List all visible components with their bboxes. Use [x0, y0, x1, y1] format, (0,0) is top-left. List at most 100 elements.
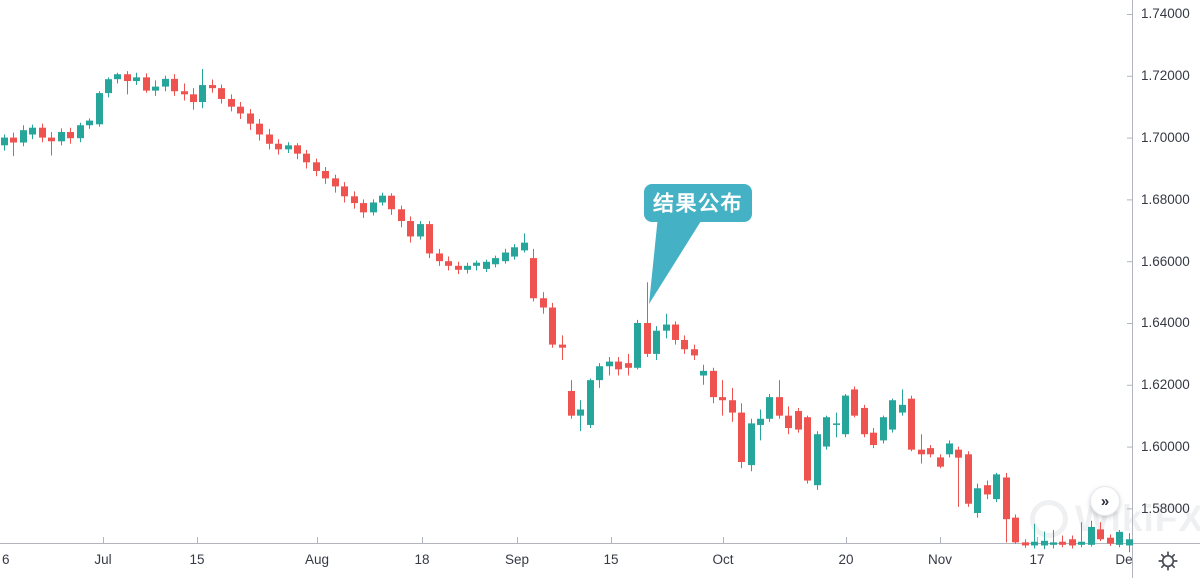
candle — [436, 248, 443, 266]
candle — [568, 380, 575, 419]
candle — [984, 480, 991, 500]
candle — [29, 124, 36, 140]
candle — [96, 91, 103, 127]
time-axis-label: 20 — [838, 552, 854, 567]
candle — [303, 149, 310, 169]
candle — [880, 415, 887, 444]
candle — [804, 415, 811, 484]
candle — [152, 80, 159, 96]
watermark: WikiFX — [1030, 498, 1200, 540]
candle — [927, 445, 934, 458]
candle — [388, 193, 395, 215]
candle — [644, 282, 651, 357]
candle — [483, 259, 490, 272]
candle — [993, 472, 1000, 503]
candle — [445, 256, 452, 271]
candle — [596, 363, 603, 388]
candle — [1003, 472, 1010, 543]
candle — [256, 119, 263, 141]
candle — [918, 434, 925, 464]
candle — [974, 483, 981, 518]
candle — [577, 400, 584, 432]
candle — [729, 387, 736, 422]
time-axis-label: 15 — [603, 552, 619, 567]
candle — [237, 102, 244, 120]
candle — [39, 123, 46, 143]
event-callout[interactable]: 结果公布 — [644, 184, 752, 304]
candle — [823, 415, 830, 450]
time-axis-label: 6 — [2, 552, 10, 567]
price-axis-label: 1.62000 — [1141, 377, 1190, 393]
candle — [133, 72, 140, 86]
price-axis-label: 1.66000 — [1141, 253, 1190, 269]
candle — [502, 248, 509, 264]
candle — [672, 321, 679, 345]
candle — [218, 84, 225, 104]
candle — [10, 132, 17, 157]
candle — [20, 125, 27, 147]
candle — [937, 454, 944, 469]
price-axis-label: 1.70000 — [1141, 130, 1190, 146]
candle — [199, 68, 206, 109]
candle — [842, 394, 849, 438]
time-axis-label: Oct — [712, 552, 734, 567]
candle — [398, 205, 405, 228]
candle — [748, 418, 755, 472]
candle — [228, 94, 235, 112]
candle — [965, 451, 972, 507]
candle — [559, 335, 566, 361]
candle — [606, 356, 613, 376]
candle — [700, 364, 707, 385]
candle — [473, 260, 480, 271]
candle — [549, 302, 556, 348]
candle — [587, 378, 594, 429]
candle — [615, 356, 622, 376]
candle — [171, 74, 178, 96]
candle — [285, 142, 292, 154]
candle — [719, 380, 726, 416]
candle — [77, 122, 84, 143]
candle — [899, 389, 906, 416]
candle — [360, 199, 367, 218]
candle — [785, 406, 792, 435]
candle — [634, 319, 641, 370]
candle — [521, 233, 528, 253]
candle — [332, 174, 339, 193]
candle — [370, 199, 377, 216]
candle — [351, 191, 358, 209]
candle — [663, 313, 670, 339]
candle — [511, 244, 518, 260]
candle — [691, 344, 698, 361]
candle — [143, 73, 150, 93]
price-axis-label: 1.58000 — [1141, 500, 1190, 516]
candle — [681, 335, 688, 354]
scroll-to-realtime-button[interactable]: » — [1090, 486, 1120, 516]
candle — [124, 71, 131, 95]
time-axis-label: 15 — [189, 552, 205, 567]
candle — [266, 128, 273, 150]
time-axis-label: Nov — [927, 552, 953, 567]
candle — [861, 404, 868, 438]
callout-bubble[interactable] — [644, 184, 752, 222]
price-axis-label: 1.72000 — [1141, 68, 1190, 84]
candle — [795, 407, 802, 433]
candle — [1107, 534, 1114, 547]
candle — [209, 79, 216, 93]
candle — [492, 255, 499, 268]
candle — [833, 412, 840, 438]
candle — [1, 134, 8, 151]
candle — [407, 216, 414, 243]
callout-label: 结果公布 — [653, 192, 743, 216]
candle — [1031, 523, 1038, 549]
candle — [530, 248, 537, 302]
candle — [625, 353, 632, 376]
candle — [105, 77, 112, 98]
time-axis-label: De — [1115, 552, 1133, 567]
candle — [851, 386, 858, 418]
time-axis-label: 17 — [1029, 552, 1045, 567]
candle — [86, 118, 93, 129]
price-scale-settings-gear-icon[interactable] — [1158, 551, 1178, 571]
